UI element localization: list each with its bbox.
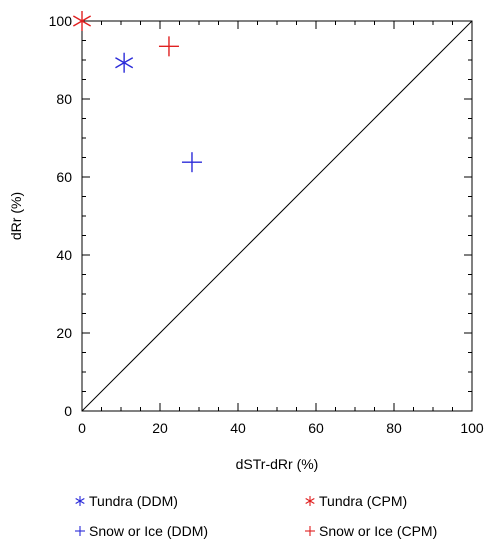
data-point — [158, 36, 179, 57]
x-tick-label: 0 — [78, 420, 86, 436]
x-tick-labels: 0 20 40 60 80 100 — [78, 420, 484, 436]
y-tick-label: 80 — [56, 91, 72, 107]
legend-label: Snow or Ice (DDM) — [89, 523, 208, 539]
x-tick-label: 60 — [308, 420, 324, 436]
x-axis-title: dSTr-dRr (%) — [236, 456, 319, 472]
legend-marker — [75, 526, 85, 536]
data-point — [181, 152, 202, 173]
y-tick-label: 20 — [56, 325, 72, 341]
y-tick-label: 100 — [49, 13, 73, 29]
data-point — [115, 52, 134, 73]
x-tick-label: 80 — [386, 420, 402, 436]
x-tick-label: 40 — [230, 420, 246, 436]
y-tick-label: 60 — [56, 169, 72, 185]
legend-marker — [305, 526, 315, 536]
legend-marker — [75, 496, 85, 506]
legend-marker — [305, 496, 315, 506]
y-tick-label: 40 — [56, 247, 72, 263]
data-points — [72, 11, 202, 173]
legend: Tundra (DDM) Tundra (CPM) Snow or Ice (DDM… — [75, 493, 437, 539]
data-point — [72, 11, 92, 31]
legend-label: Snow or Ice (CPM) — [319, 523, 437, 539]
x-tick-label: 100 — [460, 420, 484, 436]
legend-label: Tundra (DDM) — [89, 493, 178, 509]
y-tick-labels: 0 20 40 60 80 100 — [49, 13, 73, 419]
y-axis-title: dRr (%) — [8, 192, 24, 240]
y-tick-label: 0 — [64, 403, 72, 419]
x-tick-label: 20 — [152, 420, 168, 436]
one-to-one-line — [81, 20, 473, 412]
legend-label: Tundra (CPM) — [319, 493, 407, 509]
